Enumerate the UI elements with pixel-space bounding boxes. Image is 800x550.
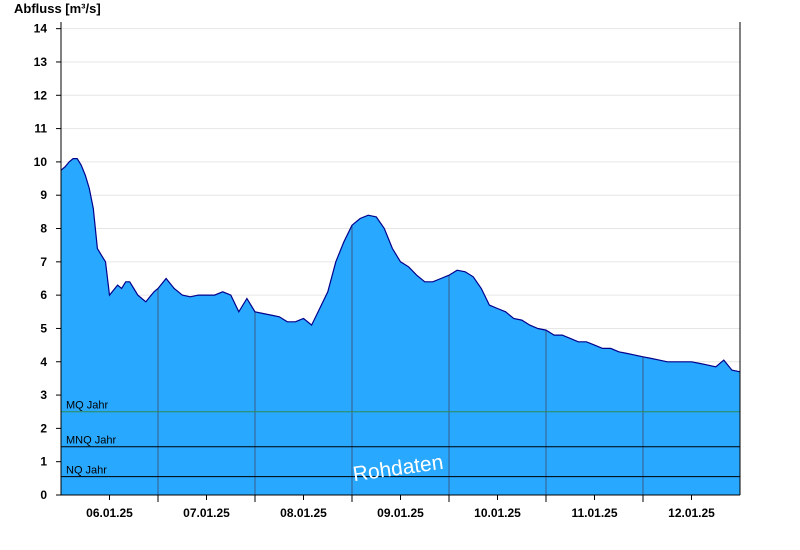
y-tick-label: 0	[40, 488, 47, 502]
reference-lines: MQ Jahr MNQ Jahr NQ Jahr	[61, 400, 740, 478]
reference-line-label: NQ Jahr	[66, 465, 107, 477]
y-tick-label: 7	[40, 255, 47, 269]
y-tick-label: 12	[34, 88, 48, 102]
y-tick-label: 9	[40, 188, 47, 202]
y-tick-label: 3	[40, 388, 47, 402]
x-tick-label: 11.01.25	[571, 506, 617, 520]
reference-line-label: MQ Jahr	[66, 400, 109, 412]
y-tick-label: 2	[40, 421, 47, 435]
x-tick-labels: 06.01.25 07.01.25 08.01.25 09.01.25 10.01.25…	[86, 495, 715, 520]
x-tick-label: 09.01.25	[377, 506, 424, 520]
y-tick-label: 6	[40, 288, 47, 302]
reference-line-label: MNQ Jahr	[66, 435, 116, 447]
x-tick-label: 06.01.25	[86, 506, 133, 520]
y-tick-label: 5	[40, 321, 47, 335]
discharge-area	[61, 158, 740, 495]
x-tick-label: 07.01.25	[183, 506, 230, 520]
y-tick-label: 10	[34, 155, 48, 169]
x-tick-label: 08.01.25	[280, 506, 327, 520]
y-tick-label: 8	[40, 222, 47, 236]
day-separators	[157, 225, 644, 495]
discharge-line	[60, 158, 741, 373]
y-axis-title: Abfluss [m³/s]	[14, 1, 101, 16]
y-tick-label: 4	[40, 355, 47, 369]
y-tick-label: 11	[34, 122, 47, 136]
y-tick-label: 1	[40, 455, 47, 469]
y-tick-label: 13	[34, 55, 48, 69]
x-tick-label: 12.01.25	[668, 506, 715, 520]
y-tick-label: 14	[34, 22, 48, 36]
x-tick-label: 10.01.25	[474, 506, 521, 520]
